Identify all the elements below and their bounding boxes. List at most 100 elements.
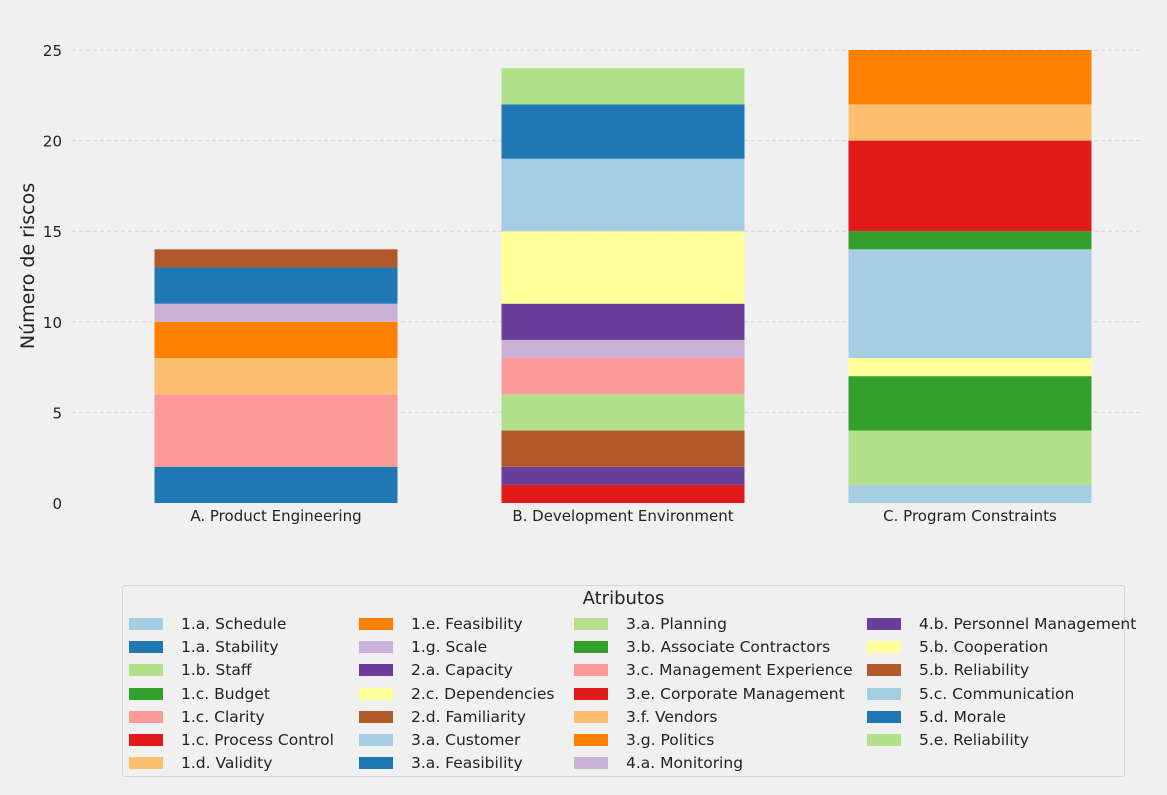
legend-swatch — [867, 641, 901, 654]
legend-swatch — [574, 641, 608, 654]
legend-item: 2.d. Familiarity — [359, 707, 526, 727]
legend-swatch — [359, 734, 393, 746]
legend-swatch — [574, 687, 608, 700]
legend-swatch — [129, 710, 163, 723]
bar-segment: 3.c. Management Experience: 2 — [501, 358, 745, 395]
legend-label: 3.c. Management Experience — [626, 661, 853, 680]
legend-item: 5.b. Reliability — [867, 660, 1029, 680]
legend-label: 1.b. Staff — [181, 661, 252, 680]
legend-label: 1.g. Scale — [411, 638, 488, 657]
legend-item: 3.g. Politics — [574, 730, 714, 750]
legend-swatch — [359, 664, 393, 677]
legend-title: Atributos — [582, 588, 665, 609]
legend-swatch — [129, 641, 163, 654]
legend-item: 1.c. Clarity — [129, 707, 265, 727]
legend-label: 5.b. Cooperation — [919, 638, 1049, 657]
legend-label: 2.a. Capacity — [411, 661, 513, 680]
legend-swatch — [129, 664, 163, 677]
y-axis-label: Número de riscos — [17, 183, 39, 349]
bar-segment: 1.d. Validity: 2 — [154, 358, 398, 395]
legend-item: 3.f. Vendors — [574, 707, 718, 727]
legend-label: 3.e. Corporate Management — [626, 684, 845, 703]
bar-segment: 1.e. Feasibility: 2 — [154, 321, 398, 359]
y-tick-label: 20 — [43, 133, 62, 151]
legend-label: 3.a. Customer — [411, 731, 521, 749]
bar-segment: 3.b. Associate Contractors: 1 — [848, 231, 1092, 250]
bar-segment: 1.a. Stability: 2 — [154, 267, 398, 304]
bar-segment: 3.f. Vendors: 2 — [848, 104, 1092, 141]
legend-label: 5.b. Reliability — [919, 661, 1030, 680]
legend-label: 3.a. Planning — [626, 615, 727, 633]
legend-item: 3.b. Associate Contractors — [574, 637, 830, 657]
bar-segment: 2.d. Familiarity: 2 — [501, 430, 745, 467]
legend-item: 3.a. Planning — [574, 614, 727, 634]
bar-segment: 1.c. Budget: 3 — [848, 376, 1092, 431]
legend-swatch — [574, 757, 608, 770]
legend-label: 1.c. Clarity — [181, 707, 265, 726]
legend-item: 1.c. Budget — [129, 684, 270, 704]
bar-segment: 1.g. Scale: 1 — [154, 303, 398, 322]
legend-item: 2.a. Capacity — [359, 660, 513, 680]
legend-item: 1.c. Process Control — [129, 730, 334, 750]
legend-item: 1.e. Feasibility — [359, 614, 523, 634]
legend-item: 5.d. Morale — [867, 707, 1006, 727]
legend-swatch — [129, 687, 163, 700]
bar-segment: 1.c. Process Control: 5 — [848, 140, 1092, 232]
legend-label: 1.c. Process Control — [181, 731, 334, 749]
legend-swatch — [867, 664, 901, 677]
legend-label: 1.a. Stability — [181, 638, 279, 657]
bar-segment: 3.g. Politics: 3 — [848, 50, 1092, 105]
legend-item: 2.c. Dependencies — [359, 684, 554, 704]
legend-label: 5.c. Communication — [919, 684, 1075, 703]
legend-label: 3.a. Feasibility — [411, 754, 523, 773]
y-tick-label: 25 — [43, 42, 62, 60]
legend-item: 3.a. Customer — [359, 730, 520, 750]
bar-segment: 5.b. Cooperation: 4 — [501, 231, 745, 304]
legend-swatch — [574, 618, 608, 630]
legend-label: 4.b. Personnel Management — [919, 615, 1137, 633]
legend-swatch — [574, 710, 608, 723]
legend-swatch — [129, 734, 163, 746]
bars: 1.a. Stability: 21.c. Clarity: 41.d. Val… — [154, 50, 1092, 503]
bar-segment: 1.a. Stability: 2 — [154, 466, 398, 503]
legend-item: 5.c. Communication — [867, 684, 1074, 704]
legend-label: 3.b. Associate Contractors — [626, 638, 831, 657]
legend-item: 3.c. Management Experience — [574, 660, 853, 680]
y-tick-label: 5 — [52, 404, 62, 422]
bar-segment: 3.a. Customer: 6 — [848, 249, 1092, 359]
legend-swatch — [129, 757, 163, 770]
legend-item: 3.a. Feasibility — [359, 753, 523, 773]
bar-segment: 5.e. Reliability: 2 — [501, 68, 745, 105]
legend-label: 3.g. Politics — [626, 731, 715, 749]
legend-swatch — [359, 757, 393, 770]
legend-swatch — [574, 664, 608, 677]
legend-label: 1.a. Schedule — [181, 615, 287, 633]
legend-item: 4.a. Monitoring — [574, 753, 743, 773]
y-axis-ticks: 0 5 10 15 20 25 — [43, 42, 62, 513]
legend-swatch — [359, 710, 393, 723]
y-tick-label: 0 — [52, 495, 62, 513]
legend-label: 1.c. Budget — [181, 684, 270, 703]
legend-item: 1.a. Stability — [129, 637, 279, 657]
legend-swatch — [129, 618, 163, 630]
bar-segment: 4.a. Monitoring: 1 — [501, 339, 745, 359]
bar-segment: 4.b. Personnel Management: 2 — [501, 303, 745, 340]
bar-segment: 2.d. Familiarity: 1 — [154, 249, 398, 268]
legend-item: 1.b. Staff — [129, 660, 252, 680]
y-tick-label: 15 — [43, 223, 62, 241]
legend-item: 3.e. Corporate Management — [574, 684, 845, 704]
bar-segment: 2.c. Dependencies: 1 — [848, 358, 1092, 377]
legend-item: 1.g. Scale — [359, 637, 487, 657]
legend-label: 5.e. Reliability — [919, 731, 1029, 749]
bar-segment: 1.c. Clarity: 4 — [154, 394, 398, 467]
legend-item: 1.a. Schedule — [129, 614, 286, 634]
legend-swatch — [359, 618, 393, 630]
bar-segment: 5.c. Communication: 4 — [501, 158, 745, 232]
bar-segment: 1.b. Staff: 3 — [848, 430, 1092, 485]
legend-swatch — [867, 710, 901, 723]
x-tick-label: C. Program Constraints — [883, 507, 1057, 525]
legend: Atributos 1.a. Schedule 1.a. Stability 1.b… — [122, 585, 1136, 777]
legend-label: 3.f. Vendors — [626, 707, 718, 726]
legend-swatch — [867, 734, 901, 746]
